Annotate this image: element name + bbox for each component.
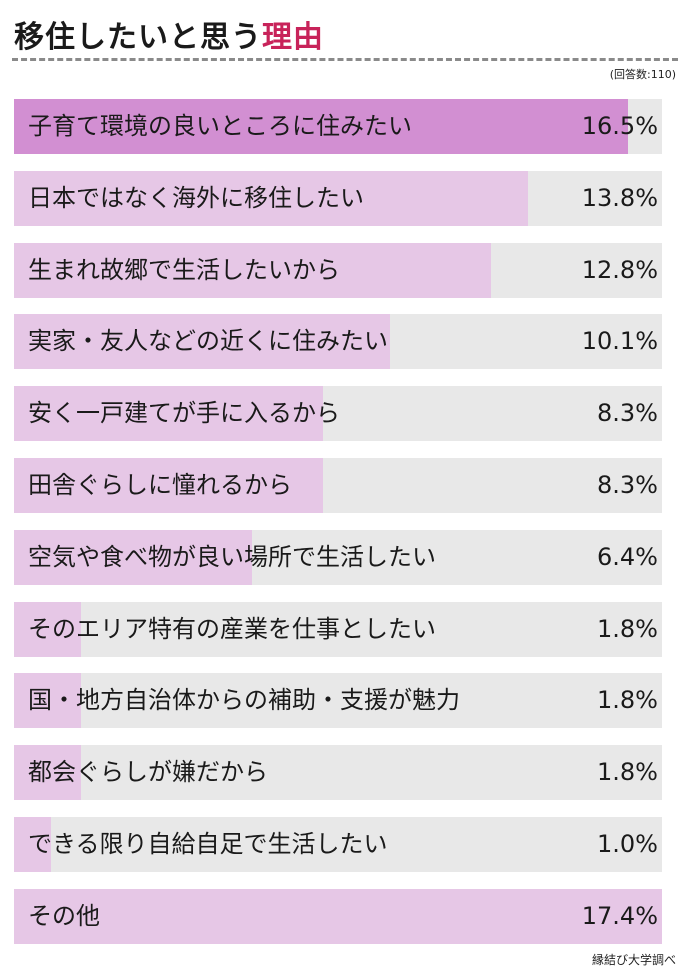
bar-value-label: 1.8% bbox=[597, 758, 658, 786]
bar bbox=[14, 602, 82, 657]
bar-value-label: 8.3% bbox=[597, 471, 658, 499]
bar bbox=[14, 99, 629, 154]
bar bbox=[14, 889, 662, 944]
bar-label: 田舎ぐらしに憧れるから bbox=[28, 471, 292, 499]
bar-label: 安く一戸建てが手に入るから bbox=[28, 399, 340, 427]
bar-row: 日本ではなく海外に移住したい 13.8% bbox=[14, 171, 662, 226]
bar-row: 実家・友人などの近くに住みたい 10.1% bbox=[14, 314, 662, 369]
bar-row: 生まれ故郷で生活したいから 12.8% bbox=[14, 243, 662, 298]
bar bbox=[14, 243, 491, 298]
bar-label: そのエリア特有の産業を仕事としたい bbox=[28, 615, 436, 643]
title-divider bbox=[12, 58, 678, 61]
bar-label: 国・地方自治体からの補助・支援が魅力 bbox=[28, 686, 460, 714]
bar-value-label: 1.0% bbox=[597, 830, 658, 858]
bar-value-label: 1.8% bbox=[597, 686, 658, 714]
bar-row: 子育て環境の良いところに住みたい 16.5% bbox=[14, 99, 662, 154]
bar-value-label: 16.5% bbox=[581, 112, 658, 140]
bar bbox=[14, 817, 52, 872]
bar-row: そのエリア特有の産業を仕事としたい 1.8% bbox=[14, 602, 662, 657]
bar bbox=[14, 530, 253, 585]
chart-title: 移住したいと思う理由 bbox=[14, 12, 324, 56]
bar-row: 安く一戸建てが手に入るから 8.3% bbox=[14, 386, 662, 441]
source-note: 縁結び大学調べ bbox=[591, 953, 676, 967]
bar-value-label: 8.3% bbox=[597, 399, 658, 427]
bar-label: 実家・友人などの近くに住みたい bbox=[28, 327, 388, 355]
title-accent: 理由 bbox=[262, 20, 324, 55]
bar-label: 日本ではなく海外に移住したい bbox=[28, 184, 364, 212]
bar-value-label: 13.8% bbox=[581, 184, 658, 212]
bar-label: できる限り自給自足で生活したい bbox=[28, 830, 388, 858]
bar-label: その他 bbox=[28, 902, 100, 930]
bar-value-label: 17.4% bbox=[581, 902, 658, 930]
bar-row: できる限り自給自足で生活したい 1.0% bbox=[14, 817, 662, 872]
bar-value-label: 10.1% bbox=[581, 327, 658, 355]
bar-label: 空気や食べ物が良い場所で生活したい bbox=[28, 543, 436, 571]
bar bbox=[14, 171, 528, 226]
respondent-count: (回答数:110) bbox=[609, 68, 676, 81]
bar bbox=[14, 314, 391, 369]
bar-row: 国・地方自治体からの補助・支援が魅力 1.8% bbox=[14, 673, 662, 728]
bar bbox=[14, 673, 82, 728]
bar-value-label: 1.8% bbox=[597, 615, 658, 643]
bar-row: 田舎ぐらしに憧れるから 8.3% bbox=[14, 458, 662, 513]
bar-label: 生まれ故郷で生活したいから bbox=[28, 256, 340, 284]
bar-value-label: 6.4% bbox=[597, 543, 658, 571]
title-main: 移住したいと思う bbox=[14, 20, 262, 55]
bar bbox=[14, 745, 82, 800]
bar-row: 空気や食べ物が良い場所で生活したい 6.4% bbox=[14, 530, 662, 585]
bar-row: その他 17.4% bbox=[14, 889, 662, 944]
bar-value-label: 12.8% bbox=[581, 256, 658, 284]
bar bbox=[14, 386, 324, 441]
bar-row: 都会ぐらしが嫌だから 1.8% bbox=[14, 745, 662, 800]
bar-label: 子育て環境の良いところに住みたい bbox=[28, 112, 412, 140]
bar-label: 都会ぐらしが嫌だから bbox=[28, 758, 268, 786]
bar bbox=[14, 458, 324, 513]
